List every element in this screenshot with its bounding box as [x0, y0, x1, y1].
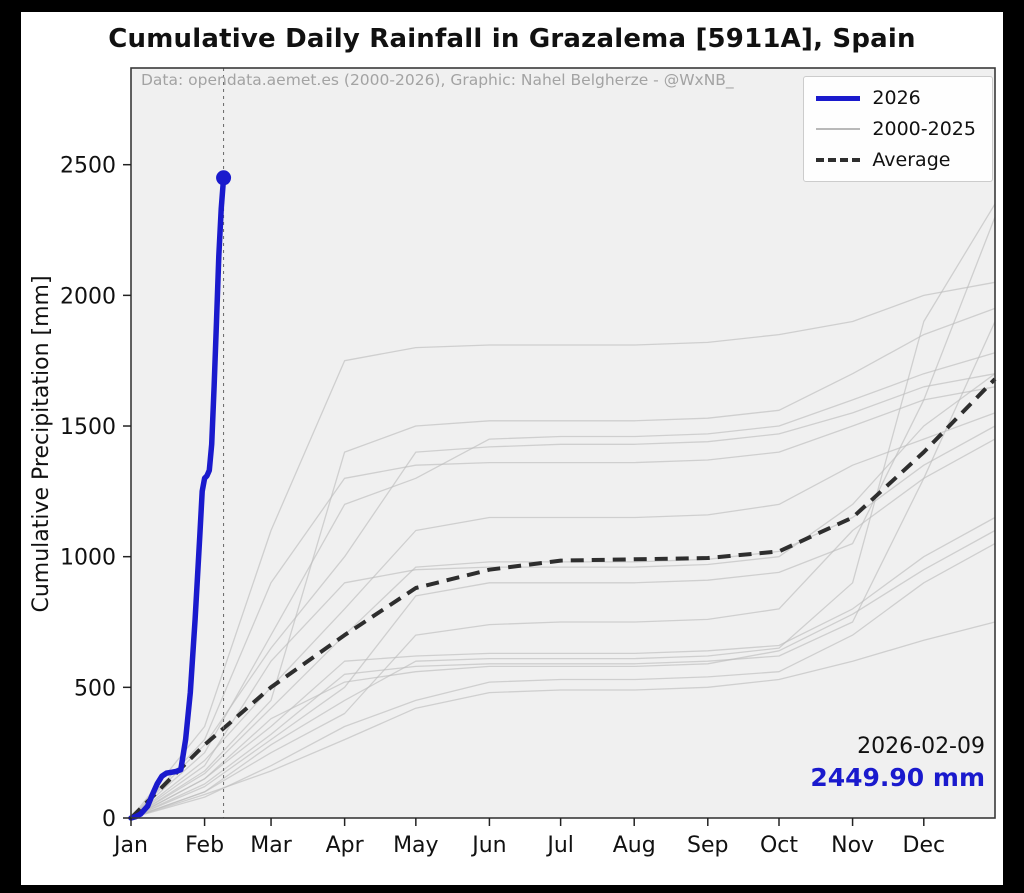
legend-item-2026: 2026 — [816, 87, 976, 109]
figure: Cumulative Daily Rainfall in Grazalema [… — [21, 12, 1003, 885]
svg-text:Jan: Jan — [112, 833, 148, 858]
svg-text:Feb: Feb — [185, 833, 224, 858]
svg-text:500: 500 — [74, 676, 116, 701]
svg-text:2500: 2500 — [60, 154, 116, 179]
legend-label-history: 2000-2025 — [872, 118, 976, 140]
svg-text:Jul: Jul — [545, 833, 574, 858]
svg-text:2000: 2000 — [60, 284, 116, 309]
svg-text:May: May — [393, 833, 438, 858]
svg-text:Mar: Mar — [250, 833, 292, 858]
legend-item-average: Average — [816, 149, 976, 171]
chart-title: Cumulative Daily Rainfall in Grazalema [… — [108, 24, 916, 54]
legend-label-average: Average — [872, 149, 951, 171]
svg-text:Nov: Nov — [831, 833, 874, 858]
rainfall-line-chart: Jan Feb Mar Apr May Jun Jul Aug Sep Oct Nov Dec 0 500… — [60, 67, 997, 858]
legend: 2026 2000-2025 Average — [803, 76, 993, 182]
annotation-value: 2449.90 mm — [810, 763, 985, 792]
svg-text:0: 0 — [102, 807, 116, 832]
legend-label-2026: 2026 — [872, 87, 921, 109]
svg-text:Oct: Oct — [760, 833, 798, 858]
latest-value-annotation: 2026-02-09 2449.90 mm — [810, 734, 985, 792]
annotation-date: 2026-02-09 — [857, 734, 985, 759]
chart-area: Jan Feb Mar Apr May Jun Jul Aug Sep Oct Nov Dec 0 500… — [21, 66, 1003, 878]
svg-text:1500: 1500 — [60, 415, 116, 440]
svg-text:1000: 1000 — [60, 546, 116, 571]
svg-text:Sep: Sep — [687, 833, 728, 858]
legend-line-current-icon — [816, 95, 861, 101]
legend-line-history-icon — [816, 128, 861, 130]
legend-line-average-icon — [816, 158, 861, 162]
svg-text:Jun: Jun — [470, 833, 506, 858]
svg-text:Aug: Aug — [613, 833, 656, 858]
svg-text:Apr: Apr — [326, 833, 365, 858]
svg-text:Dec: Dec — [903, 833, 946, 858]
attribution-text: Data: opendata.aemet.es (2000-2026), Gra… — [141, 71, 734, 89]
legend-item-history: 2000-2025 — [816, 118, 976, 140]
